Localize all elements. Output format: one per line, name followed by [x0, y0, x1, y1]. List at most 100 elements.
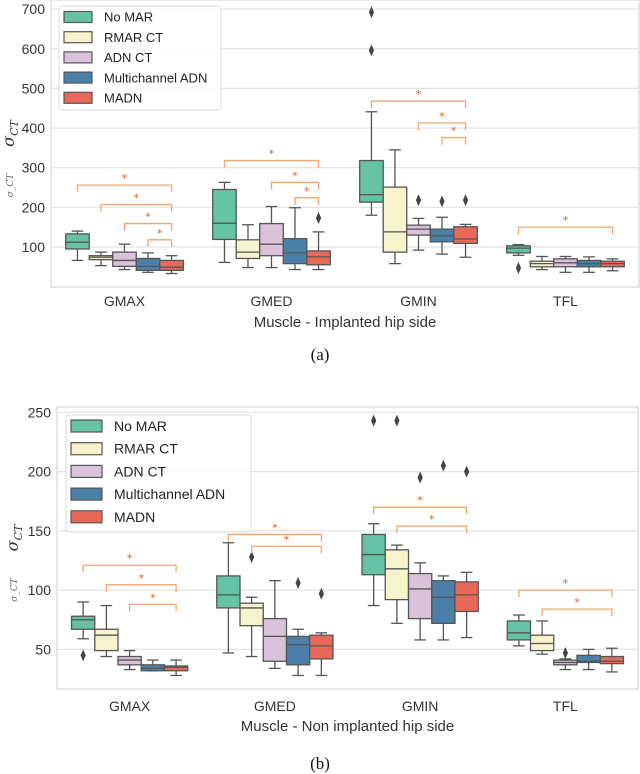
significance-bracket — [372, 506, 468, 515]
significance-star: * — [134, 192, 140, 205]
y-axis-label: σCT — [0, 119, 21, 147]
significance-bracket — [223, 159, 320, 168]
legend-swatch — [70, 442, 103, 456]
significance-bracket — [541, 608, 613, 617]
significance-bracket — [100, 203, 173, 212]
box-no-mar — [65, 230, 90, 262]
significance-star: * — [122, 172, 128, 185]
box-iqr — [454, 581, 479, 613]
box-adn-ct — [112, 243, 137, 271]
x-tick-label: TFL — [553, 698, 578, 714]
box-iqr — [453, 226, 478, 245]
significance-star: * — [150, 591, 156, 604]
box-iqr — [407, 572, 433, 620]
y-tick-label: 200 — [28, 464, 52, 480]
significance-star: * — [563, 214, 569, 227]
significance-bracket — [250, 545, 323, 554]
box-adn-ct — [259, 205, 284, 269]
box-no-mar — [506, 243, 531, 274]
significance-bracket — [517, 226, 614, 235]
legend-label: No MAR — [104, 10, 153, 25]
outlier-marker — [562, 646, 568, 659]
outlier-marker — [394, 414, 400, 427]
significance-bracket — [105, 584, 177, 592]
x-tick-label: TFL — [553, 293, 578, 309]
legend — [58, 5, 222, 111]
outlier-marker — [249, 550, 255, 563]
outlier-marker — [464, 465, 470, 478]
legend-swatch — [63, 51, 93, 64]
legend-swatch — [70, 510, 103, 524]
legend-swatch — [63, 91, 93, 104]
y-tick-label: 400 — [22, 120, 46, 136]
significance-star: * — [439, 110, 445, 123]
significance-bracket — [128, 603, 177, 612]
box-madn — [599, 647, 625, 673]
significance-bracket — [441, 136, 467, 145]
box-iqr — [506, 245, 531, 254]
box-multichannel-adn — [429, 195, 455, 255]
significance-star: * — [416, 88, 422, 101]
significance-bracket — [417, 122, 467, 131]
significance-star: * — [138, 572, 144, 585]
box-rmar-ct — [94, 604, 119, 658]
box-madn — [163, 659, 189, 677]
y-tick-label: 600 — [22, 41, 46, 57]
outlier-marker — [368, 44, 375, 57]
y-axis-label-text: σ_CT — [10, 577, 20, 602]
y-tick-label: 700 — [22, 1, 46, 17]
significance-bracket — [270, 181, 320, 190]
significance-bracket — [123, 222, 173, 231]
significance-star: * — [429, 513, 435, 526]
box-iqr — [94, 628, 119, 652]
box-iqr — [65, 233, 90, 250]
outlier-marker — [415, 194, 422, 207]
box-iqr — [70, 615, 96, 630]
significance-star: * — [145, 211, 151, 224]
box-madn — [306, 212, 331, 271]
significance-bracket — [518, 589, 613, 598]
box-rmar-ct — [235, 224, 261, 269]
y-tick-label: 50 — [35, 641, 51, 657]
x-axis-label: Muscle - Implanted hip side — [254, 314, 437, 331]
box-rmar-ct — [529, 620, 555, 655]
outlier-marker — [462, 194, 469, 207]
legend-label: ADN CT — [104, 50, 152, 65]
legend-swatch — [63, 10, 93, 24]
box-no-mar — [70, 601, 96, 662]
x-axis-label: Muscle - Non implanted hip side — [241, 718, 454, 735]
x-tick-label: GMAX — [104, 293, 146, 309]
box-adn-ct — [117, 649, 142, 671]
legend-swatch — [63, 31, 93, 44]
box-madn — [453, 194, 478, 258]
significance-star: * — [451, 125, 457, 138]
legend-label: Multichannel ADN — [104, 70, 207, 85]
outlier-marker — [417, 471, 423, 484]
box-adn-ct — [553, 646, 578, 671]
outlier-marker — [515, 261, 522, 274]
y-tick-label: 500 — [22, 80, 46, 96]
box-iqr — [382, 186, 408, 253]
y-axis-label-main: σ — [0, 135, 18, 147]
box-iqr — [163, 665, 189, 672]
box-iqr — [112, 251, 137, 268]
significance-star: * — [269, 148, 275, 161]
significance-star: * — [272, 521, 278, 534]
box-madn — [600, 258, 625, 272]
significance-bracket — [370, 100, 467, 109]
box-rmar-ct — [384, 414, 410, 624]
box-iqr — [309, 634, 334, 660]
y-tick-label: 300 — [22, 160, 46, 176]
x-tick-label: GMED — [251, 293, 293, 309]
significance-star: * — [417, 494, 423, 507]
significance-bracket — [294, 197, 320, 205]
significance-star: * — [292, 169, 298, 182]
box-rmar-ct — [239, 550, 264, 658]
box-iqr — [506, 620, 532, 641]
x-tick-label: GMAX — [109, 698, 151, 714]
significance-star: * — [574, 596, 580, 609]
box-iqr — [282, 237, 308, 265]
box-rmar-ct — [382, 149, 408, 265]
box-iqr — [285, 635, 311, 666]
box-iqr — [159, 259, 184, 272]
